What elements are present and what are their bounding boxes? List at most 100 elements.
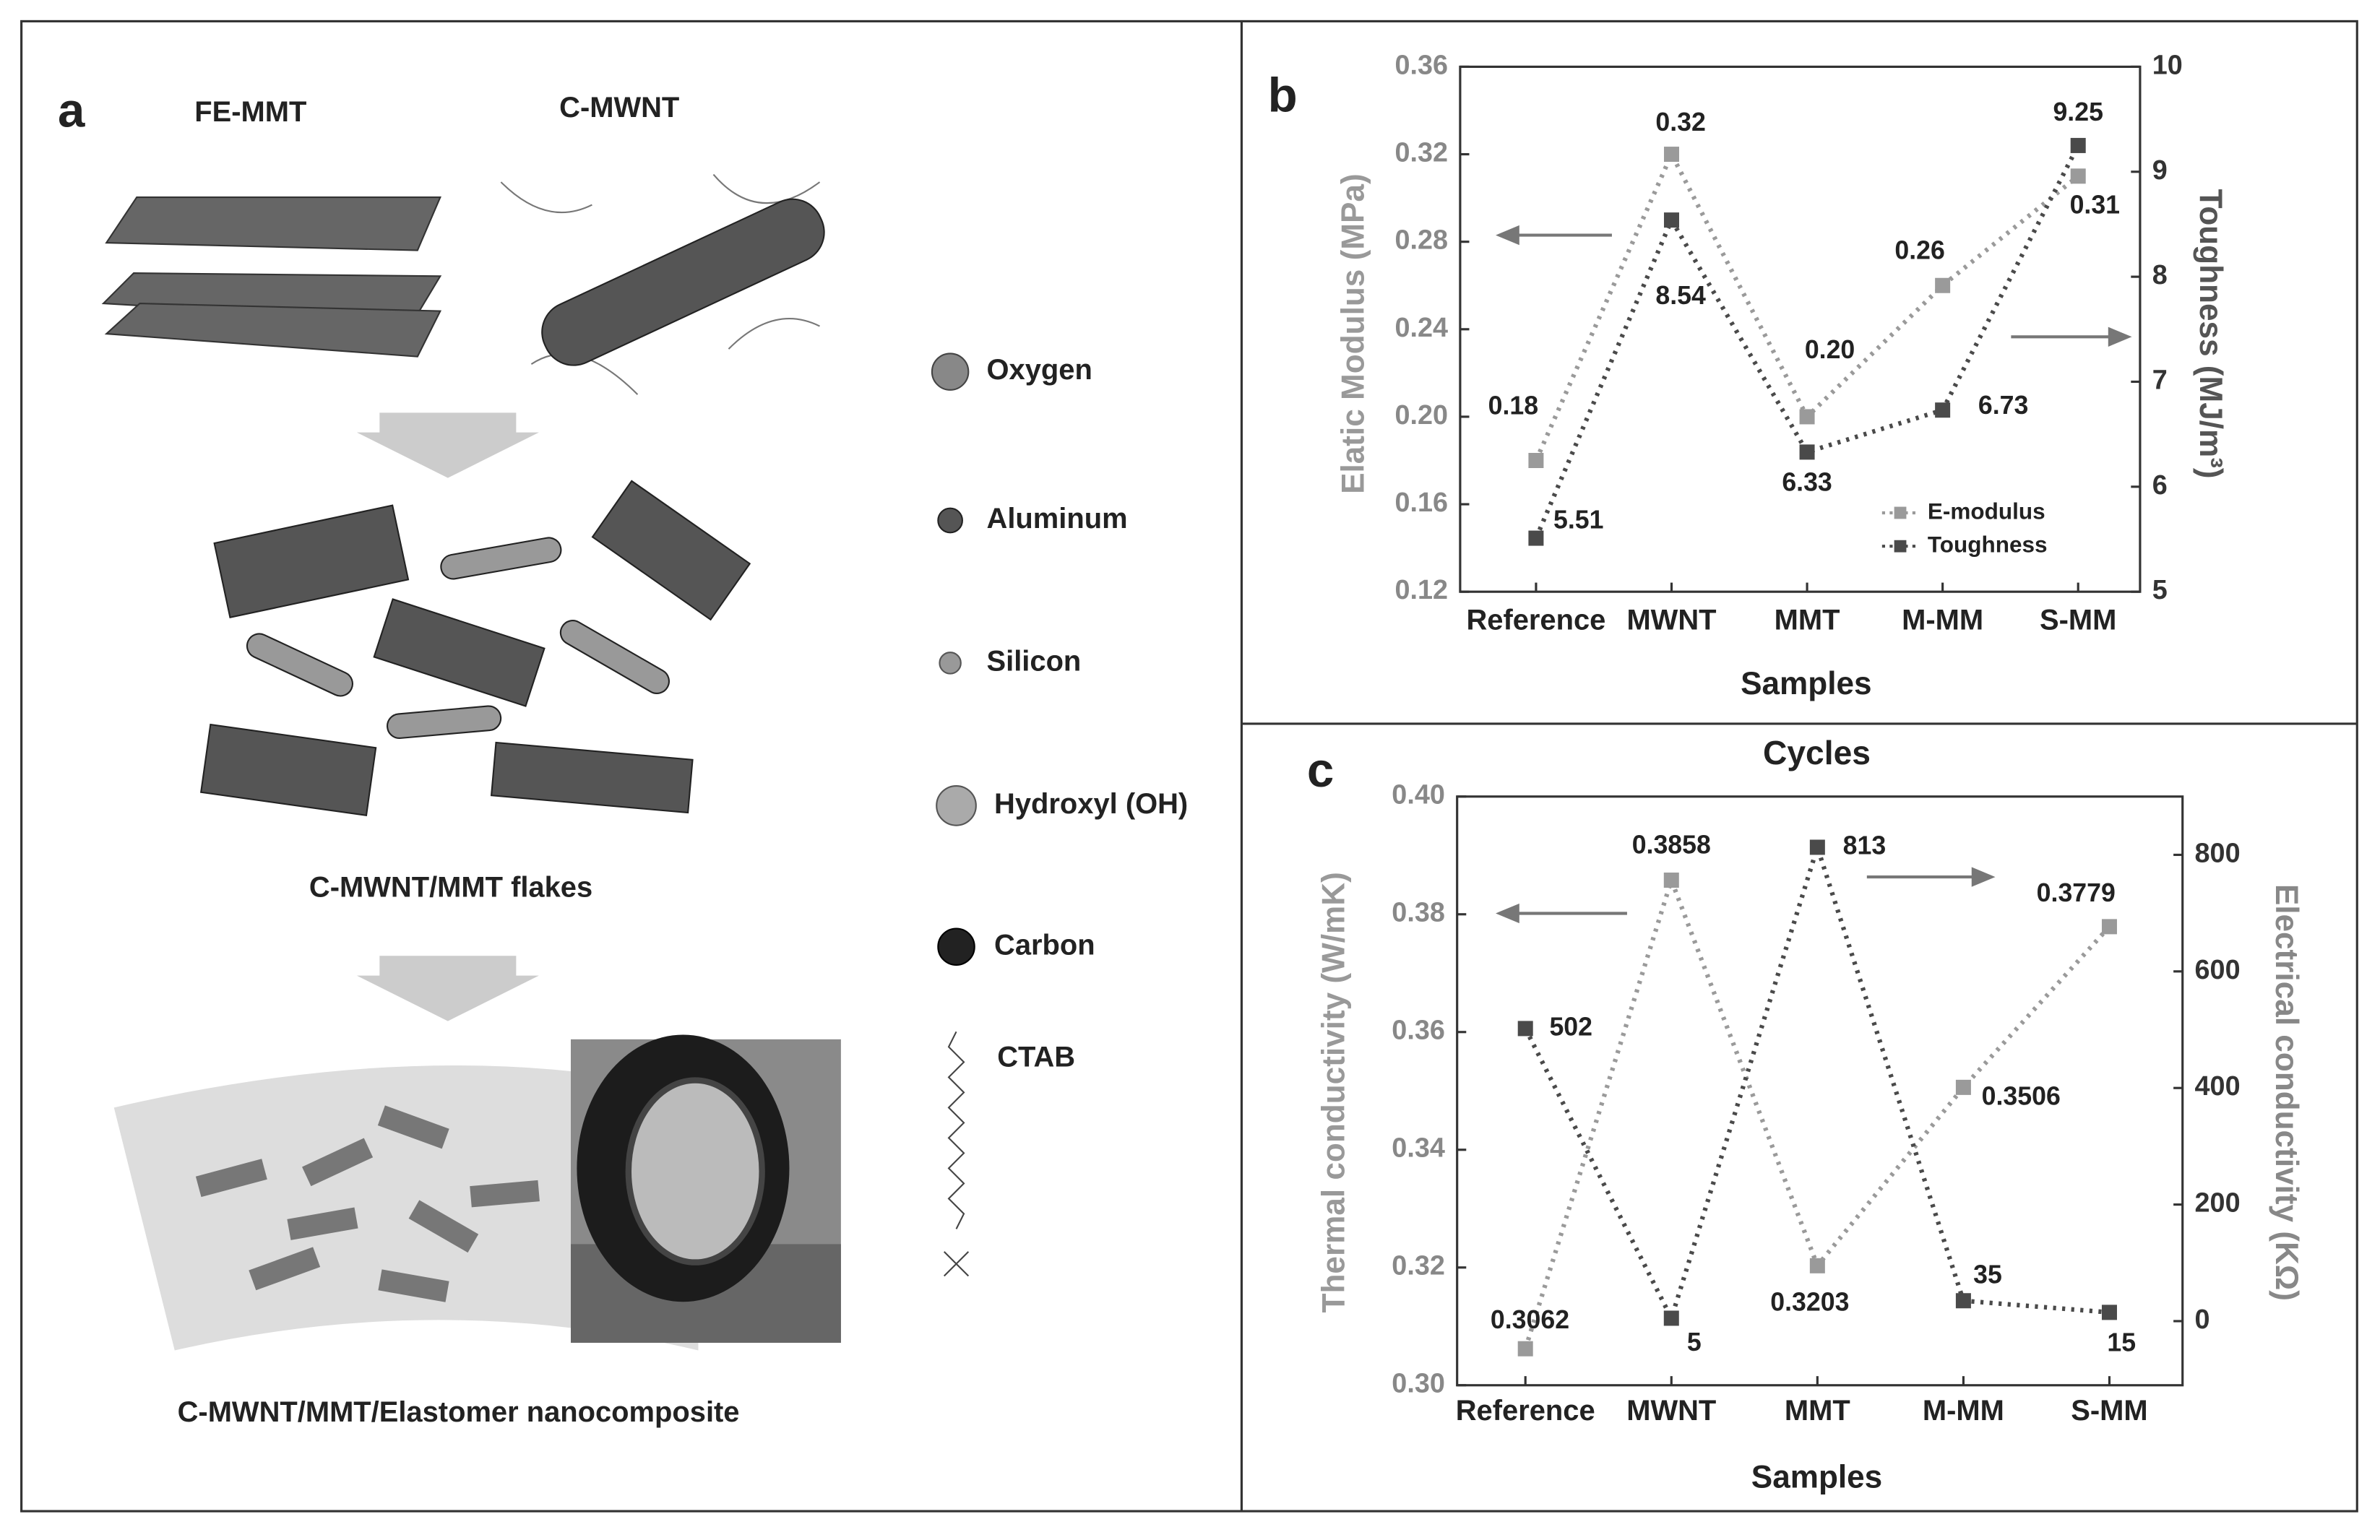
data-label: 813: [1843, 831, 1887, 860]
x-tick-label: MWNT: [1626, 605, 1716, 636]
process-arrow: [356, 412, 539, 478]
caption: C-MWNT/MMT/Elastomer nanocomposite: [178, 1396, 740, 1428]
y-tick-label: 0.24: [1395, 313, 1449, 343]
y2-tick-label: 800: [2195, 838, 2241, 868]
figure-border: [20, 20, 2358, 1513]
ctab-icon: [943, 1031, 970, 1277]
y2-axis-label: Electrical conductivity (KΩ): [2269, 884, 2304, 1301]
legend-label: Carbon: [994, 929, 1095, 961]
data-point: [2101, 919, 2117, 935]
data-label: 0.31: [2070, 190, 2120, 219]
data-label: 6.33: [1782, 467, 1832, 496]
y2-tick-label: 8: [2152, 260, 2168, 290]
panel-a: a FE-MMT C-MWNT C-MWNT/MMT flakes: [58, 83, 1188, 1428]
series-line: [1534, 144, 2081, 540]
y-tick-label: 0.20: [1395, 400, 1449, 431]
data-label: 0.26: [1894, 235, 1944, 264]
y2-tick-label: 10: [2152, 50, 2183, 80]
data-label: 0.20: [1805, 335, 1855, 364]
data-label: 0.32: [1655, 108, 1705, 137]
data-point: [1955, 1293, 1971, 1309]
panel-label: a: [58, 83, 85, 137]
process-arrow: [356, 956, 539, 1021]
data-point: [1663, 212, 1679, 228]
data-point: [2070, 137, 2086, 153]
x-tick-label: MWNT: [1626, 1395, 1716, 1427]
legend-label: Aluminum: [987, 503, 1128, 535]
data-label: 6.73: [1978, 391, 2028, 420]
y-tick-label: 0.38: [1392, 898, 1445, 928]
data-point: [2070, 168, 2086, 184]
chart-title: Cycles: [1763, 734, 1871, 771]
legend-marker: [1894, 506, 1907, 519]
x-tick-label: S-MM: [2040, 605, 2116, 636]
data-point: [1799, 444, 1815, 460]
data-point: [1799, 409, 1815, 425]
y-tick-label: 0.36: [1392, 1016, 1445, 1046]
y2-tick-label: 400: [2195, 1071, 2241, 1102]
data-point: [1517, 1021, 1533, 1037]
data-label: 0.3779: [2037, 878, 2116, 907]
structure-label: C-MWNT: [559, 92, 679, 124]
axis-arrows: [1496, 225, 2132, 924]
y2-tick-label: 6: [2152, 470, 2168, 501]
atom-icon: [939, 652, 962, 675]
legend-label: Hydroxyl (OH): [994, 788, 1188, 820]
y-tick-label: 0.32: [1395, 138, 1449, 168]
mmt-layers: [101, 196, 442, 358]
data-label: 9.25: [2053, 98, 2103, 126]
y-tick-label: 0.12: [1395, 575, 1449, 605]
x-tick-label: Reference: [1456, 1395, 1595, 1427]
caption: C-MWNT/MMT flakes: [309, 871, 592, 903]
y2-tick-label: 5: [2152, 575, 2168, 605]
data-label: 8.54: [1655, 281, 1706, 310]
nanotube: [500, 173, 825, 395]
x-axis-label: Samples: [1751, 1460, 1882, 1495]
x-tick-label: M-MM: [1902, 605, 1983, 636]
data-point: [1663, 1310, 1679, 1326]
data-label: 15: [2107, 1328, 2136, 1357]
data-label: 0.18: [1488, 391, 1538, 420]
flakes: [199, 480, 751, 817]
data-point: [1809, 839, 1825, 855]
data-label: 35: [1973, 1260, 2002, 1289]
y-tick-label: 0.16: [1395, 488, 1449, 518]
y-axis-label: Thermal conductivity (W/mK): [1316, 872, 1351, 1312]
panel-label: c: [1307, 743, 1334, 797]
y2-tick-label: 200: [2195, 1188, 2241, 1219]
legend-label: Toughness: [1928, 532, 2048, 558]
data-label: 5: [1687, 1328, 1702, 1357]
legend-label: Silicon: [987, 645, 1082, 677]
data-point: [1935, 402, 1951, 418]
x-tick-label: M-MM: [1923, 1395, 2004, 1427]
x-tick-label: S-MM: [2071, 1395, 2147, 1427]
data-label: 0.3858: [1632, 831, 1711, 860]
data-label: 502: [1549, 1012, 1592, 1041]
x-tick-label: MMT: [1775, 605, 1840, 636]
data-label: 0.3062: [1491, 1305, 1569, 1334]
y2-tick-label: 0: [2195, 1305, 2210, 1335]
legend-label: Oxygen: [987, 354, 1092, 386]
data-point: [1663, 147, 1679, 163]
atom-icon: [937, 927, 975, 966]
x-tick-label: Reference: [1466, 605, 1605, 636]
data-point: [1528, 452, 1544, 469]
atom-icon: [931, 352, 970, 391]
data-point: [1517, 1341, 1533, 1357]
data-point: [2101, 1305, 2117, 1320]
y-tick-label: 0.34: [1392, 1133, 1445, 1164]
dispersed-flakes: [195, 1105, 540, 1302]
y-axis-label: Elatic Modulus (MPa): [1336, 173, 1371, 494]
legend-label: CTAB: [997, 1042, 1075, 1073]
data-point: [1528, 530, 1544, 546]
y2-tick-label: 600: [2195, 955, 2241, 985]
y2-axis-label: Toughness (MJ/m³): [2193, 189, 2228, 479]
structure-label: FE-MMT: [194, 96, 306, 128]
panel-label: b: [1268, 68, 1298, 122]
data-point: [1663, 872, 1679, 888]
y-tick-label: 0.28: [1395, 225, 1449, 256]
y-tick-label: 0.40: [1392, 780, 1445, 810]
x-tick-label: MMT: [1785, 1395, 1850, 1427]
